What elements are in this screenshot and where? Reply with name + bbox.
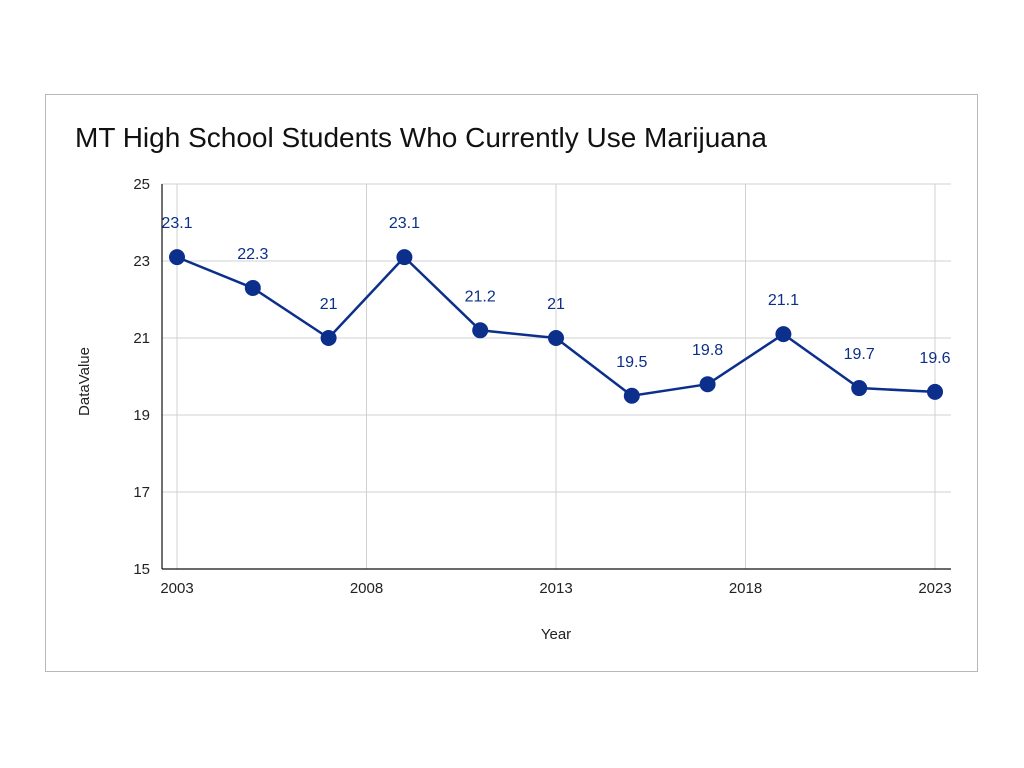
data-point [169, 249, 185, 266]
data-point [548, 330, 564, 346]
chart-frame: MT High School Students Who Currently Us… [45, 94, 978, 672]
data-point [623, 387, 640, 404]
data-label: 19.5 [616, 354, 647, 371]
y-tick-label: 25 [133, 176, 150, 193]
data-label: 19.8 [692, 342, 723, 359]
data-label: 21 [320, 296, 338, 313]
data-point [927, 383, 943, 400]
data-label: 19.7 [844, 346, 875, 363]
y-tick-label: 23 [133, 253, 150, 270]
x-axis-title: Year [541, 626, 571, 643]
line-chart: 15 17 19 21 23 25 2003 2008 2013 2018 2023 Year Data… [76, 176, 952, 643]
data-label: 21 [547, 296, 565, 313]
data-label: 21.2 [465, 288, 496, 305]
data-label: 23.1 [389, 215, 420, 232]
data-label: 23.1 [161, 215, 192, 232]
x-tick-label: 2023 [918, 580, 951, 597]
data-label: 21.1 [768, 292, 799, 309]
y-tick-label: 19 [133, 407, 150, 424]
axes: 15 17 19 21 23 25 2003 2008 2013 2018 2023 Year Data… [76, 176, 952, 643]
data-point [244, 279, 261, 296]
y-tick-label: 17 [133, 484, 150, 501]
gridlines [162, 183, 951, 569]
labels: 23.1 22.3 21 23.1 21.2 21 19.5 19.8 21.1 19.7 19.6 [161, 215, 950, 371]
x-tick-label: 2003 [160, 580, 193, 597]
chart-title: MT High School Students Who Currently Us… [75, 122, 768, 153]
data-point [320, 330, 337, 346]
data-point [699, 376, 716, 393]
x-tick-label: 2018 [729, 580, 762, 597]
x-tick-label: 2008 [350, 580, 383, 597]
series [169, 249, 943, 404]
x-tick-label: 2013 [539, 580, 572, 597]
data-point [472, 322, 489, 339]
data-point [851, 380, 868, 397]
data-label: 19.6 [919, 350, 950, 367]
data-point [396, 249, 413, 266]
y-tick-label: 15 [133, 561, 150, 578]
data-point [775, 326, 792, 343]
y-axis-title: DataValue [76, 347, 93, 416]
y-tick-label: 21 [133, 330, 150, 347]
data-label: 22.3 [237, 246, 268, 263]
